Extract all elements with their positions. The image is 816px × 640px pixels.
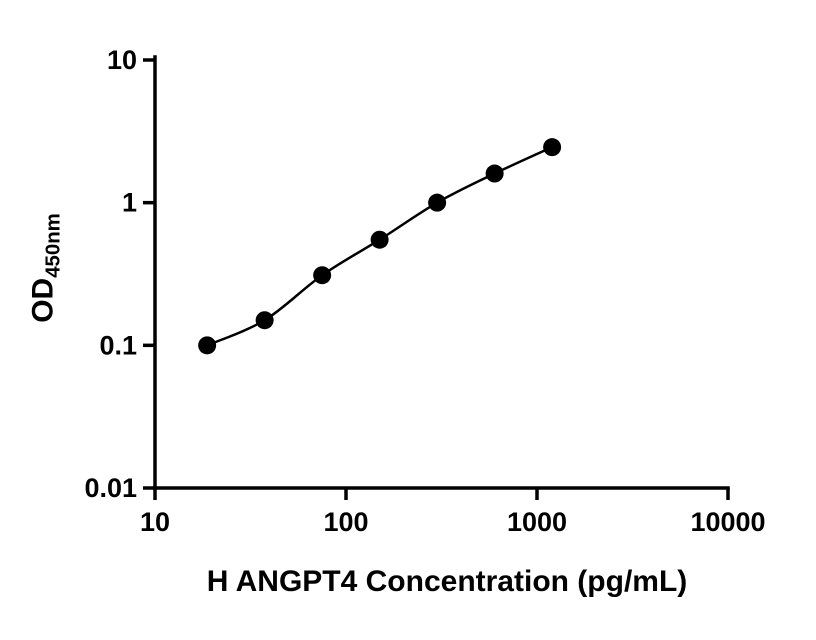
y-tick-label: 1 — [122, 188, 137, 218]
x-axis-title: H ANGPT4 Concentration (pg/mL) — [206, 565, 688, 598]
data-point — [485, 164, 504, 183]
x-tick-label: 100 — [323, 507, 368, 537]
x-tick-label: 1000 — [507, 507, 567, 537]
data-point — [428, 193, 447, 212]
x-tick-label: 10000 — [690, 507, 765, 537]
y-tick-label: 10 — [107, 45, 137, 75]
data-point — [198, 336, 217, 355]
y-axis-title-subscript: 450nm — [42, 213, 65, 278]
y-axis-title-main: OD — [26, 277, 60, 323]
data-point — [313, 266, 332, 285]
data-point — [370, 230, 389, 249]
y-tick-label: 0.1 — [99, 330, 137, 360]
y-tick-label: 0.01 — [84, 473, 137, 503]
data-point — [543, 138, 562, 157]
data-point — [255, 311, 274, 330]
y-axis-title: OD450nm — [27, 213, 66, 323]
x-tick-label: 10 — [140, 507, 170, 537]
